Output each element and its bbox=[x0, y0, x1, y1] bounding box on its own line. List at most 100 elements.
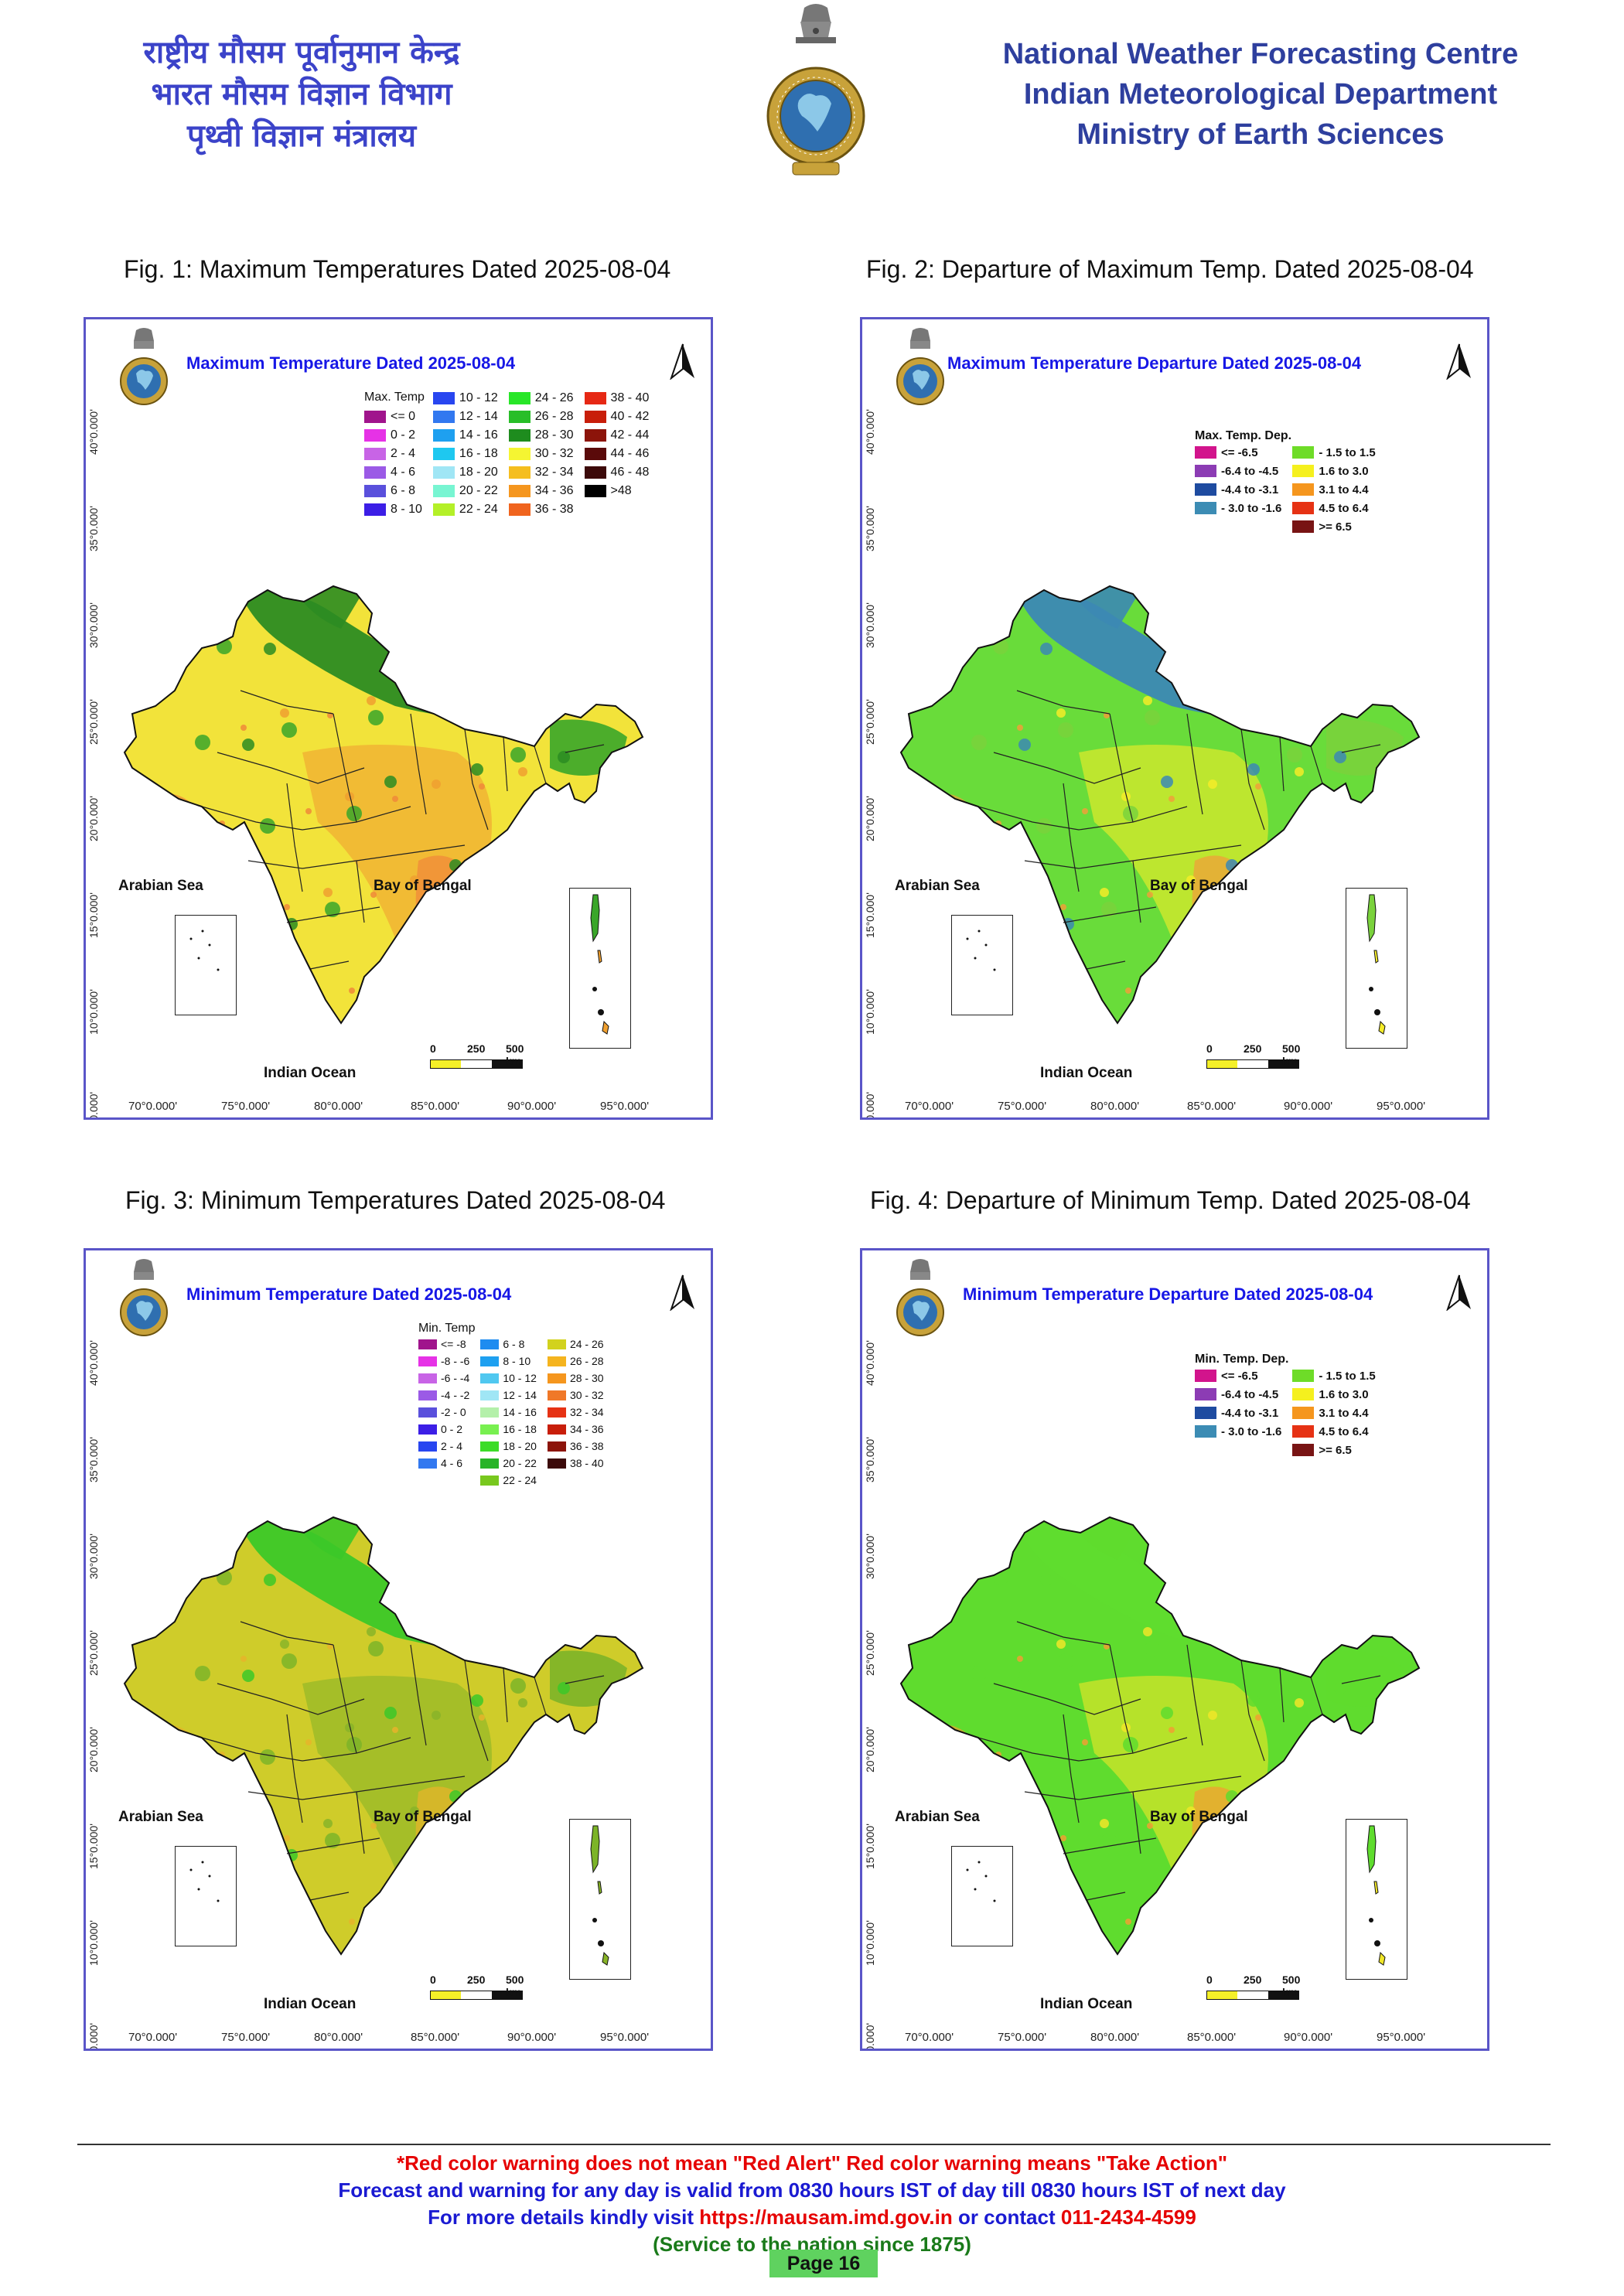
arabian-sea-label: Arabian Sea bbox=[118, 878, 203, 894]
legend-label: 18 - 20 bbox=[459, 466, 498, 479]
legend-swatch bbox=[1292, 1425, 1315, 1438]
station-dot bbox=[1100, 1819, 1109, 1828]
station-dot bbox=[388, 971, 397, 981]
station-dot bbox=[390, 985, 405, 1001]
station-dot bbox=[384, 1707, 397, 1719]
latitude-label: 5°0.000' bbox=[864, 2022, 876, 2051]
legend-label: 0 - 2 bbox=[441, 1423, 463, 1435]
temperature-region bbox=[1192, 855, 1249, 961]
legend-title: Max. Temp. Dep. bbox=[1195, 429, 1292, 442]
longitude-label: 80°0.000' bbox=[314, 1100, 363, 1113]
latitude-label: 20°0.000' bbox=[87, 796, 100, 841]
station-dot bbox=[471, 763, 483, 776]
legend-item: 6 - 8 bbox=[480, 1337, 537, 1351]
latitude-label: 15°0.000' bbox=[864, 1823, 876, 1869]
legend-swatch bbox=[480, 1356, 500, 1366]
latitude-label: 20°0.000' bbox=[864, 1727, 876, 1772]
station-dot bbox=[1036, 1749, 1052, 1765]
station-dot bbox=[410, 875, 419, 885]
legend-swatch bbox=[547, 1390, 566, 1400]
legend-swatch bbox=[547, 1339, 566, 1349]
state-boundary bbox=[1109, 713, 1134, 823]
state-boundary bbox=[565, 1675, 605, 1684]
state-boundary bbox=[1279, 1667, 1285, 1723]
station-dot bbox=[220, 1765, 233, 1778]
legend-swatch bbox=[1292, 1370, 1315, 1382]
station-dot bbox=[281, 1653, 297, 1669]
station-dot bbox=[1166, 985, 1182, 1001]
state-boundary bbox=[1132, 860, 1141, 923]
station-dot bbox=[262, 1931, 268, 1937]
station-dot bbox=[1287, 1678, 1302, 1694]
station-dot bbox=[323, 888, 333, 897]
station-dot bbox=[242, 739, 254, 751]
legend-label: 18 - 20 bbox=[503, 1440, 537, 1452]
longitude-label: 70°0.000' bbox=[128, 2031, 178, 2044]
lakshadweep-inset bbox=[951, 915, 1013, 1015]
latitude-label: 15°0.000' bbox=[87, 1823, 100, 1869]
legend-item: 24 - 26 bbox=[547, 1337, 604, 1351]
imd-logo bbox=[896, 1259, 944, 1336]
station-dot bbox=[950, 831, 965, 846]
station-dot bbox=[176, 1572, 182, 1578]
legend-label: 24 - 26 bbox=[569, 1338, 604, 1350]
station-dot bbox=[479, 1714, 485, 1721]
station-dot bbox=[1015, 914, 1030, 930]
station-dot bbox=[1230, 684, 1239, 693]
station-dot bbox=[1308, 651, 1324, 667]
latitude-label: 15°0.000' bbox=[87, 892, 100, 938]
state-boundary bbox=[217, 1683, 365, 1715]
longitude-label: 70°0.000' bbox=[905, 2031, 954, 2044]
legend-item: - 1.5 to 1.5 bbox=[1292, 445, 1376, 460]
legend-item: 10 - 12 bbox=[432, 391, 498, 406]
latitude-label: 35°0.000' bbox=[864, 506, 876, 551]
footer-url-link[interactable]: https://mausam.imd.gov.in bbox=[699, 2206, 953, 2229]
legend-label: -4.4 to -3.1 bbox=[1221, 1406, 1279, 1420]
legend-label: 36 - 38 bbox=[569, 1440, 604, 1452]
station-dot bbox=[1247, 1694, 1260, 1707]
station-dot bbox=[558, 751, 570, 763]
latitude-label: 25°0.000' bbox=[864, 1630, 876, 1676]
state-boundary bbox=[1341, 1675, 1381, 1684]
legend-item: 10 - 12 bbox=[480, 1371, 537, 1385]
legend-swatch bbox=[480, 1339, 500, 1349]
state-boundary bbox=[356, 860, 365, 923]
legend-swatch bbox=[480, 1475, 500, 1486]
legend-label: 20 - 22 bbox=[459, 484, 498, 497]
imd-logo bbox=[896, 328, 944, 405]
legend-label: 22 - 24 bbox=[459, 503, 498, 516]
station-dot bbox=[493, 1598, 505, 1611]
legend-item: 26 - 28 bbox=[508, 409, 574, 425]
station-dot bbox=[1265, 1774, 1281, 1789]
longitude-label: 85°0.000' bbox=[411, 1100, 460, 1113]
legend-label: -6.4 to -4.5 bbox=[1221, 464, 1279, 478]
legend-item: 18 - 20 bbox=[432, 465, 498, 480]
footer-line-2: Forecast and warning for any day is vali… bbox=[338, 2178, 1286, 2202]
station-dot bbox=[181, 1782, 190, 1791]
station-dot bbox=[345, 1723, 354, 1732]
legend-swatch bbox=[584, 392, 606, 404]
hindi-title-line-3: पृथ्वी विज्ञान मंत्रालय bbox=[186, 118, 417, 154]
station-dot bbox=[280, 708, 289, 718]
legend-swatch bbox=[432, 485, 455, 497]
figure-4-map-panel: Minimum Temperature Departure Dated 2025… bbox=[860, 1248, 1489, 2051]
legend-item: -6.4 to -4.5 bbox=[1195, 463, 1281, 479]
station-dot bbox=[384, 776, 397, 788]
station-dot bbox=[392, 1727, 398, 1733]
longitude-label: 90°0.000' bbox=[1284, 2031, 1333, 2044]
legend-item: -4.4 to -3.1 bbox=[1195, 1405, 1281, 1421]
map-legend: Max. Temp. Dep. <= -6.5 -6.4 to -4.5 -4.4 t… bbox=[1195, 429, 1376, 534]
station-dot bbox=[1204, 955, 1216, 967]
station-dot bbox=[349, 988, 355, 994]
legend-swatch bbox=[584, 429, 606, 442]
state-boundary bbox=[410, 713, 427, 815]
indian-ocean-label: Indian Ocean bbox=[264, 1996, 357, 2012]
station-dot bbox=[1208, 1711, 1217, 1720]
legend-swatch bbox=[1195, 465, 1216, 477]
legend-swatch bbox=[418, 1390, 437, 1400]
station-dot bbox=[1058, 1653, 1073, 1669]
longitude-label: 80°0.000' bbox=[1090, 2031, 1140, 2044]
state-boundary bbox=[240, 1621, 334, 1646]
station-dot bbox=[1078, 1915, 1087, 1924]
india-map bbox=[899, 1516, 1421, 1956]
